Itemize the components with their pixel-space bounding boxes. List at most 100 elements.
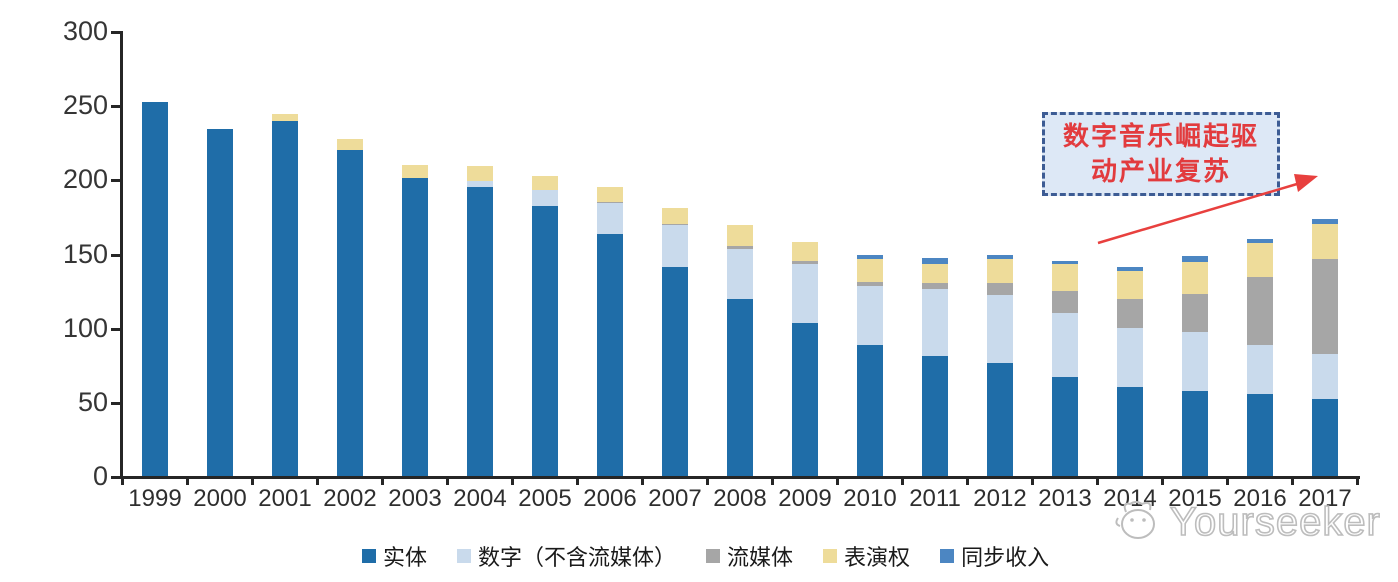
x-tick-label: 2009 [778,485,832,512]
bar-segment-2006 [597,234,623,476]
x-tick-label: 2011 [909,485,961,512]
bar-segment-2013 [1052,290,1078,313]
bar-segment-2016 [1247,394,1273,476]
x-axis-tick [771,476,774,485]
x-axis-tick [966,476,969,485]
x-axis-tick [121,476,124,485]
legend-item: 数字（不含流媒体） [457,540,676,572]
bar-segment-2017 [1312,398,1338,476]
yourseeker-logo-icon [1115,501,1155,539]
bar-segment-2017 [1312,219,1338,224]
bar-segment-2009 [792,241,818,261]
x-tick-label: 2006 [583,485,637,512]
bar-segment-2010 [857,281,883,287]
bar-segment-2016 [1247,243,1273,278]
bar-segment-2015 [1182,293,1208,333]
bar-segment-2005 [532,176,558,190]
bar-segment-2016 [1247,238,1273,244]
x-tick-label: 2004 [453,485,507,512]
x-tick-label: 2017 [1298,485,1352,512]
x-tick-label: 2012 [973,485,1027,512]
x-axis-tick [186,476,189,485]
y-tick-label: 250 [62,90,108,121]
legend-label: 数字（不含流媒体） [478,545,677,570]
bar-segment-2001 [272,121,298,476]
bar-segment-2011 [922,289,948,356]
x-axis-tick [1031,476,1034,485]
legend-label: 表演权 [844,545,911,570]
y-axis-tick [111,179,122,183]
bar-segment-2002 [337,149,363,476]
legend-label: 同步收入 [961,545,1050,570]
x-axis-tick [1291,476,1294,485]
bar-segment-2005 [532,206,558,476]
x-axis-tick [901,476,904,485]
x-tick-label: 1999 [128,485,182,512]
bar-segment-2008 [727,225,753,247]
bar-segment-2011 [922,283,948,290]
y-tick-label: 0 [92,461,108,491]
y-tick-label: 100 [62,312,108,343]
bar-segment-2007 [662,225,688,267]
annotation-box: 数字音乐崛起驱 动产业复苏 [1042,112,1280,196]
bar-segment-2000 [207,128,233,476]
y-tick-label: 150 [62,238,108,269]
bar-segment-2011 [922,257,948,264]
y-tick-label: 300 [62,16,108,46]
bar-segment-2015 [1182,256,1208,263]
bar-segment-2003 [402,164,428,178]
bar-segment-2006 [597,201,623,204]
watermark-text: Yourseeker [1169,499,1381,545]
y-axis-tick [111,476,122,479]
x-axis-tick [1096,476,1099,485]
x-tick-label: 2008 [713,485,767,512]
x-tick-label: 2000 [193,485,247,512]
bar-segment-2009 [792,260,818,264]
bar-segment-2014 [1117,271,1143,300]
legend-item: 实体 [362,540,427,572]
legend-swatch [940,549,955,563]
bar-segment-2016 [1247,277,1273,346]
x-axis-tick [641,476,644,485]
x-axis-tick [576,476,579,485]
bar-segment-2017 [1312,354,1338,399]
x-tick-label: 2010 [843,485,897,512]
x-axis-tick [836,476,839,485]
bar-segment-2012 [987,283,1013,296]
x-axis-tick [381,476,384,485]
x-tick-label: 2001 [258,485,312,512]
bar-segment-2008 [727,249,753,300]
annotation-text-line1: 数字音乐崛起驱 [1062,120,1259,151]
bar-segment-2013 [1052,376,1078,476]
bar-segment-2012 [987,259,1013,284]
legend-label: 流媒体 [727,545,794,570]
legend-swatch [362,549,376,563]
legend-swatch [457,549,472,563]
bar-segment-2014 [1117,387,1143,476]
legend-swatch [823,549,838,563]
bar-segment-2012 [987,363,1013,476]
bar-segment-2010 [857,254,883,260]
y-tick-label: 200 [62,164,108,195]
legend-item: 同步收入 [940,540,1049,572]
bar-segment-2008 [727,246,753,250]
bar-segment-2014 [1117,299,1143,328]
bar-segment-2004 [467,186,493,476]
bar-segment-2002 [337,139,363,150]
bar-segment-2012 [987,254,1013,260]
chart-legend: 实体 数字（不含流媒体） 流媒体 表演权 同步收入 [362,540,1049,572]
bar-segment-2017 [1312,223,1338,260]
bar-segment-2017 [1312,259,1338,355]
x-axis-tick [446,476,449,485]
bar-segment-2009 [792,263,818,324]
legend-item: 表演权 [823,540,910,572]
bar-segment-2006 [597,203,623,235]
x-tick-label: 2015 [1168,485,1222,512]
y-axis-tick [111,105,122,109]
legend-swatch [706,549,721,563]
legend-label: 实体 [383,545,428,570]
x-axis-tick [316,476,319,485]
legend-item: 流媒体 [706,540,793,572]
bar-segment-2014 [1117,266,1143,272]
